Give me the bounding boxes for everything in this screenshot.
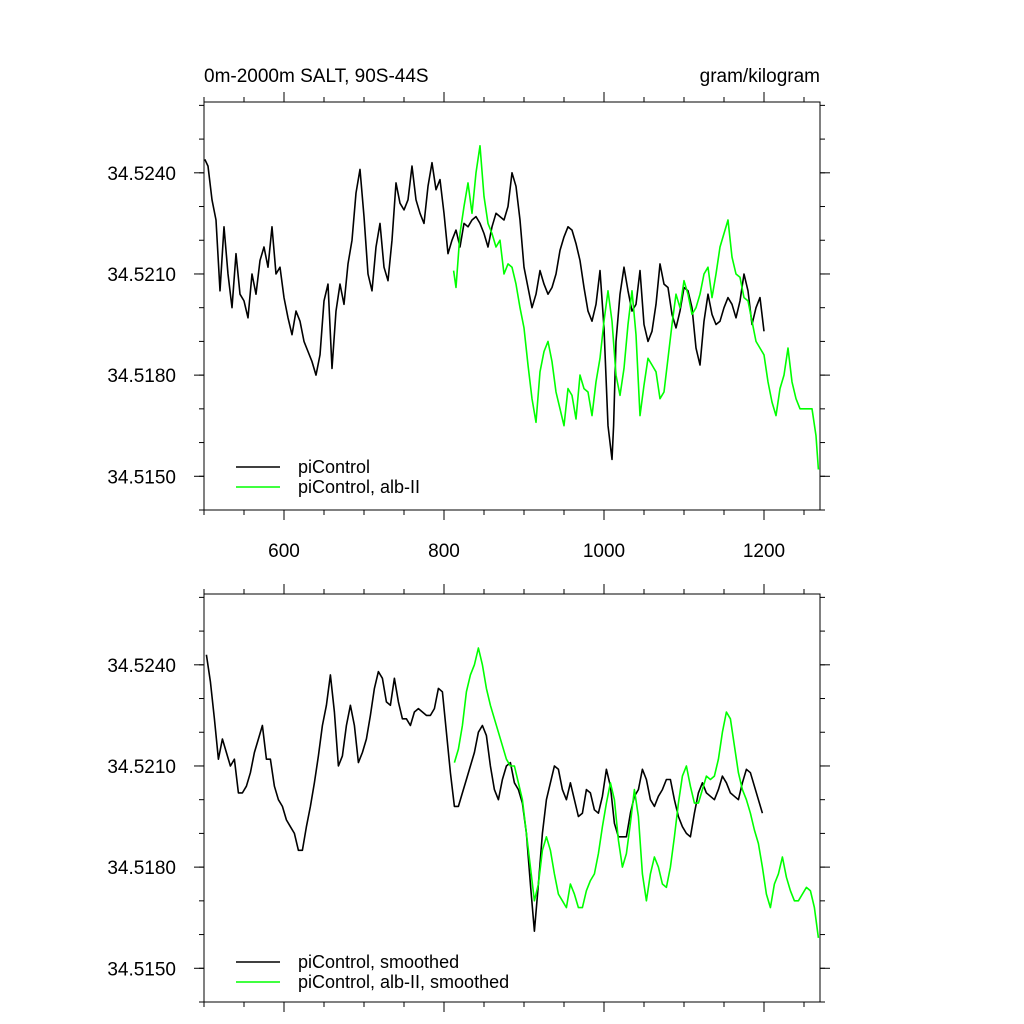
x-tick-label: 600	[268, 541, 300, 562]
y-tick-label: 34.5150	[107, 467, 176, 488]
plot-frame	[203, 593, 821, 1003]
y-tick-label: 34.5240	[107, 656, 176, 677]
series-line-picontrol	[204, 158, 765, 461]
legend-label: piControl, smoothed	[298, 952, 459, 972]
series-line-picontrol-alb-ii	[453, 647, 820, 939]
y-tick-label: 34.5210	[107, 757, 176, 778]
plot-frame	[203, 101, 821, 511]
y-tick-label: 34.5180	[107, 366, 176, 387]
y-tick-label: 34.5240	[107, 164, 176, 185]
y-tick-label: 34.5150	[107, 959, 176, 980]
y-tick-label: 34.5210	[107, 265, 176, 286]
legend-label: piControl, alb-II, smoothed	[298, 972, 509, 992]
series-line-picontrol-alb-ii	[452, 145, 820, 470]
x-tick-label: 1200	[743, 541, 785, 562]
y-tick-label: 34.5180	[107, 858, 176, 879]
x-tick-label: 800	[428, 541, 460, 562]
series-line-picontrol	[205, 654, 764, 932]
units-label: gram/kilogram	[700, 66, 820, 87]
plot-title: 0m-2000m SALT, 90S-44S	[204, 66, 429, 87]
bottom-panel: 34.5150 34.5180 34.5210 34.5240 piControl, s…	[107, 584, 830, 1012]
legend-label: piControl	[298, 457, 370, 477]
top-panel: 34.5150 34.5180 34.5210 34.5240 600 800 1000 12…	[107, 92, 830, 562]
legend-label: piControl, alb-II	[298, 477, 420, 497]
x-tick-label: 1000	[583, 541, 625, 562]
